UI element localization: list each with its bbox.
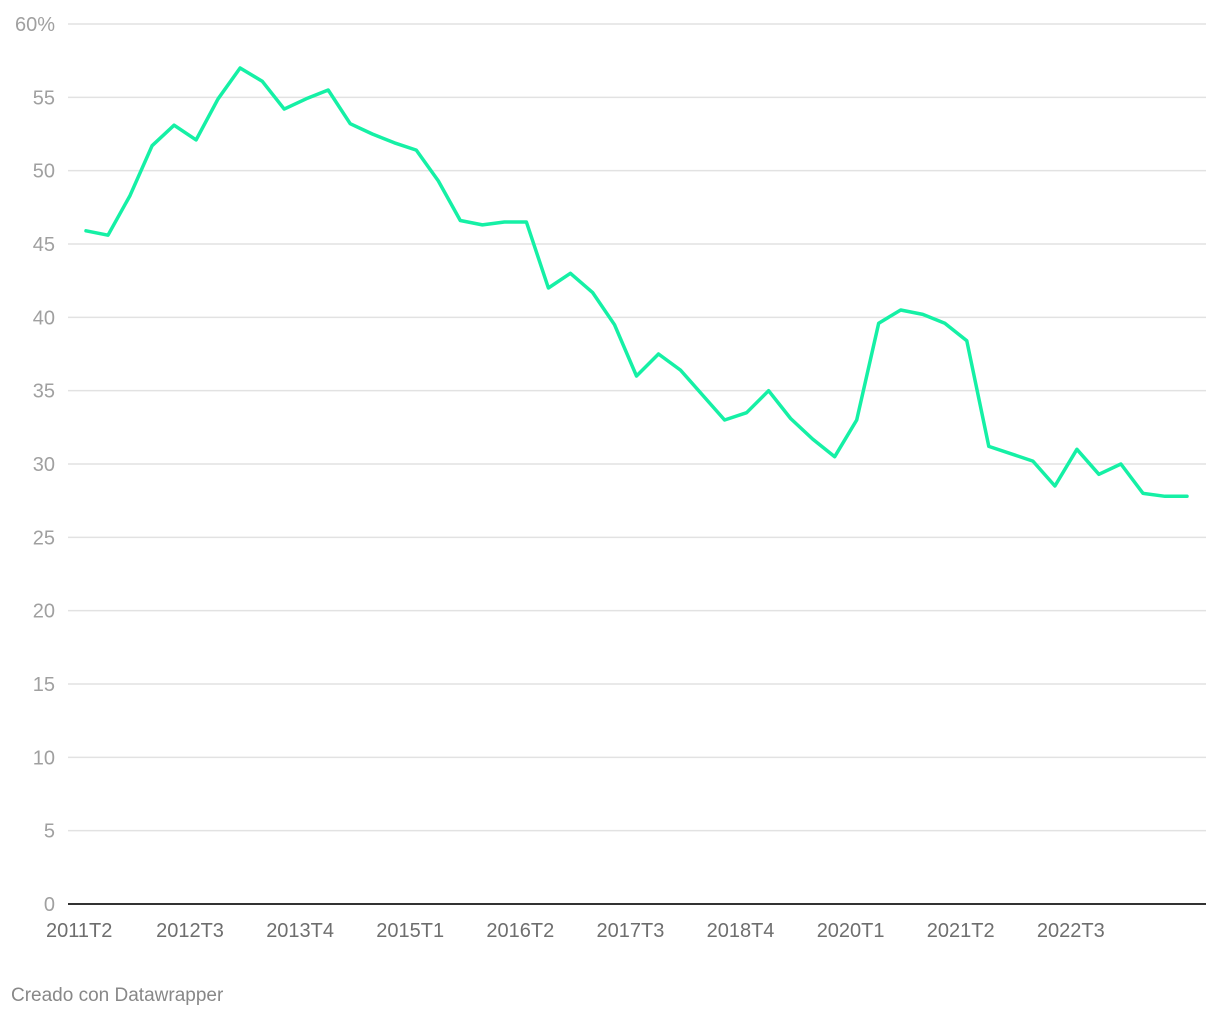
series-line	[84, 66, 1189, 499]
y-tick-label: 40	[33, 307, 55, 329]
data-point	[1140, 490, 1146, 496]
data-point	[457, 218, 463, 224]
x-tick-label: 2021T2	[927, 920, 995, 942]
data-point	[1008, 451, 1014, 457]
data-point	[83, 228, 89, 234]
data-point	[810, 436, 816, 442]
data-point	[589, 289, 595, 295]
data-point	[898, 307, 904, 313]
data-point	[237, 65, 243, 71]
x-tick-label: 2017T3	[597, 920, 665, 942]
data-point	[1096, 471, 1102, 477]
data-point	[678, 367, 684, 373]
data-point	[964, 338, 970, 344]
data-point	[215, 96, 221, 102]
x-tick-label: 2015T1	[376, 920, 444, 942]
y-tick-label: 15	[33, 674, 55, 696]
data-point	[193, 137, 199, 143]
data-point	[656, 351, 662, 357]
gridlines	[68, 23, 1206, 905]
data-point	[766, 388, 772, 394]
data-point	[1184, 493, 1190, 499]
x-tick-label: 2012T3	[156, 920, 224, 942]
y-tick-label: 5	[44, 821, 55, 843]
footer-credit: Creado con Datawrapper	[11, 985, 224, 1006]
data-point	[391, 140, 397, 146]
data-point	[1030, 458, 1036, 464]
y-tick-label: 60%	[15, 14, 55, 36]
x-tick-label: 2016T2	[486, 920, 554, 942]
data-point	[325, 87, 331, 93]
data-point	[1052, 483, 1058, 489]
data-point	[634, 373, 640, 379]
y-tick-label: 55	[33, 87, 55, 109]
data-point	[744, 410, 750, 416]
data-point	[611, 322, 617, 328]
y-tick-label: 30	[33, 454, 55, 476]
y-tick-label: 0	[44, 894, 55, 916]
data-point	[149, 143, 155, 149]
y-tick-label: 50	[33, 161, 55, 183]
data-point	[545, 285, 551, 291]
x-tick-label: 2022T3	[1037, 920, 1105, 942]
y-tick-label: 25	[33, 527, 55, 549]
x-axis-labels: 2011T2 2012T3 2013T4 2015T1 2016T2 2017T3 2018…	[46, 920, 1105, 942]
data-point	[303, 96, 309, 102]
data-point	[171, 122, 177, 128]
data-point	[1074, 446, 1080, 452]
y-axis-labels: 0 5 10 15 20 25 30 35 40 45 50 55 60%	[15, 14, 55, 916]
x-tick-label: 2018T4	[707, 920, 775, 942]
x-tick-label: 2011T2	[46, 920, 112, 942]
data-point	[920, 311, 926, 317]
data-point	[281, 106, 287, 112]
data-point	[523, 219, 529, 225]
data-point	[854, 417, 860, 423]
series-layer	[83, 65, 1190, 499]
data-point	[369, 131, 375, 137]
data-point	[413, 147, 419, 153]
data-point	[788, 416, 794, 422]
y-tick-label: 35	[33, 381, 55, 403]
data-point	[347, 121, 353, 127]
data-point	[832, 454, 838, 460]
data-point	[501, 219, 507, 225]
y-tick-label: 45	[33, 234, 55, 256]
x-tick-label: 2020T1	[817, 920, 885, 942]
data-point	[1162, 493, 1168, 499]
data-point	[567, 270, 573, 276]
data-point	[435, 178, 441, 184]
data-point	[259, 78, 265, 84]
data-point	[722, 417, 728, 423]
y-tick-label: 10	[33, 747, 55, 769]
data-point	[876, 320, 882, 326]
data-point	[105, 232, 111, 238]
y-tick-label: 20	[33, 601, 55, 623]
data-point	[127, 193, 133, 199]
data-point	[1118, 461, 1124, 467]
data-point	[700, 392, 706, 398]
data-point	[986, 443, 992, 449]
data-point	[942, 320, 948, 326]
x-tick-label: 2013T4	[266, 920, 334, 942]
data-point	[479, 222, 485, 228]
